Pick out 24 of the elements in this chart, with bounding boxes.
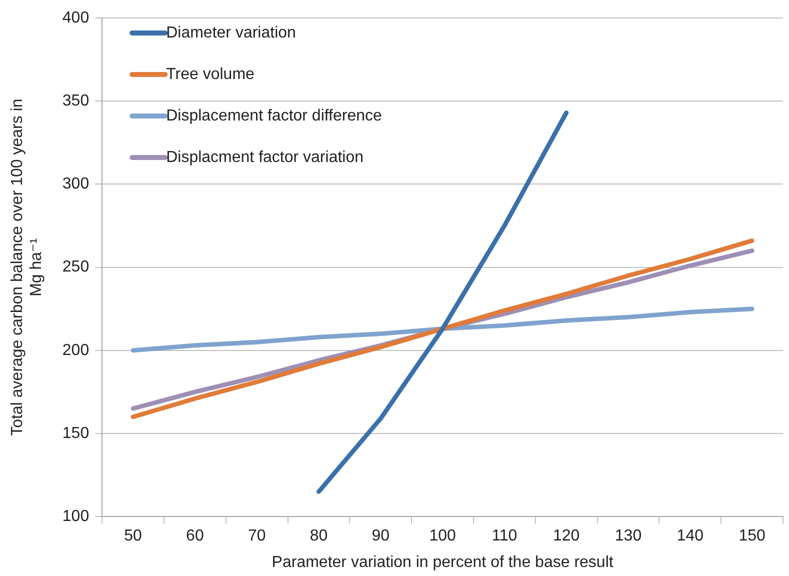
x-tick-label: 70 [248,528,266,545]
y-tick-label: 150 [62,424,90,442]
x-tick-label: 140 [676,528,704,545]
legend-label: Diameter variation [166,24,296,42]
x-axis-title: Parameter variation in percent of the base result [272,554,614,571]
legend-label: Tree volume [166,66,255,83]
x-tick-label: 60 [186,528,204,545]
legend-label: Displacement factor difference [166,107,382,124]
y-tick-label: 200 [62,342,90,359]
y-tick-label: 350 [62,92,90,110]
x-tick-label: 50 [124,528,142,545]
y-axis-title: Total average carbon balance over 100 years in Mg ha⁻¹ [9,98,46,436]
y-tick-label: 300 [62,176,90,193]
x-tick-label: 130 [614,528,642,545]
x-tick-label: 90 [372,528,390,545]
y-tick-label: 250 [62,258,90,276]
x-tick-label: 110 [492,528,518,545]
y-tick-label: 400 [62,9,90,26]
x-tick-label: 120 [552,528,580,545]
legend-label: Displacment factor variation [166,148,364,166]
x-tick-label: 80 [310,528,328,545]
y-tick-label: 100 [62,508,90,526]
x-tick-label: 100 [429,528,456,545]
x-tick-label: 150 [738,528,766,545]
